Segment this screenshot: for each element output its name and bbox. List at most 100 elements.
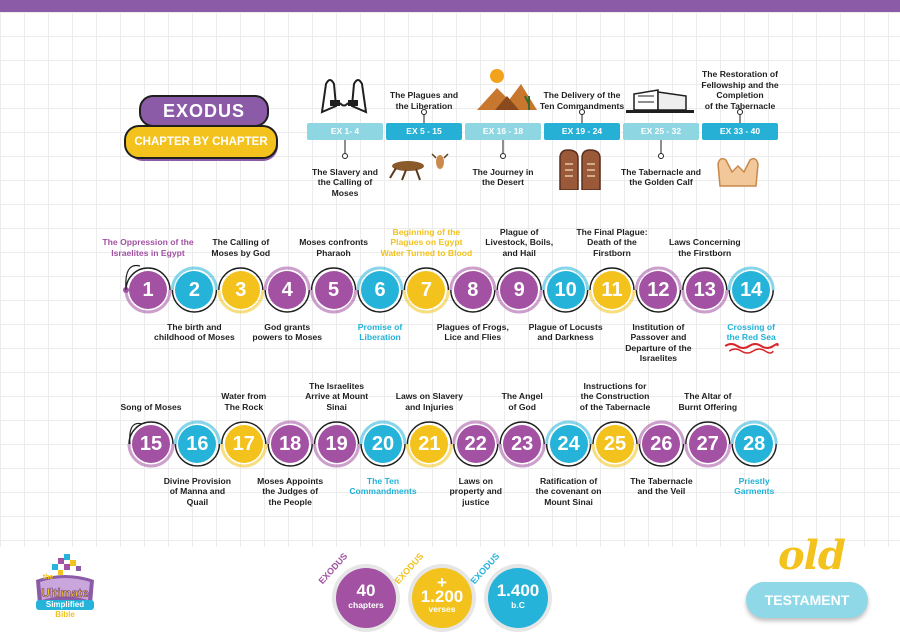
range-bottom-label-line: The Tabernacle and (620, 167, 702, 177)
range-top-label-line: The Delivery of the (543, 90, 621, 101)
chapter-label-line: Plague of Locusts (528, 322, 603, 332)
chapter-label-line: of the Tabernacle (579, 401, 651, 412)
chapter-label-line: the Judges of (262, 486, 319, 497)
range-bottom-label-line: Moses (331, 187, 359, 198)
chapter-number: 13 (685, 271, 724, 309)
locust-icon (386, 150, 452, 184)
chapter-label-line: Water Turned to Blood (380, 247, 473, 258)
chapter-label-line: Arrive at Mount (305, 391, 369, 402)
chapter-label-line: the Construction (580, 391, 650, 402)
chapter-label: The Final Plague: Death of the Firstborn (576, 227, 647, 258)
chapter-label-line: Beginning of the (392, 226, 461, 237)
chapter-label-line: Firstborn (593, 247, 631, 258)
chapter-label-line: childhood of Moses (154, 332, 235, 343)
chapter-number: 15 (132, 425, 170, 463)
stat-unit: verses (428, 604, 456, 614)
chapter-label-line: Plagues on Egypt (390, 237, 463, 248)
chapter-number: 7 (407, 271, 446, 309)
range-top-label-line: the Liberation (395, 100, 453, 111)
range-pill: EX 33 - 40 (702, 123, 778, 140)
tabernacle-icon (624, 80, 696, 114)
range-bottom-label-line: The Journey in (472, 167, 534, 177)
chapter-label-line: The Ten (366, 476, 400, 486)
chapter-label-line: The Tabernacle (630, 476, 693, 486)
testament-badge: TESTAMENT (746, 582, 868, 618)
chapter-label-line: Liberation (359, 332, 401, 343)
shackled-hands-icon (312, 72, 376, 116)
chapter-label-line: the People (268, 496, 312, 507)
chapter-number: 22 (456, 425, 495, 463)
chapter-label-line: of Manna and (169, 486, 226, 497)
chapter-label: Moses confronts Pharaoh (299, 237, 368, 258)
range-bottom-label-line: the Calling of (317, 177, 373, 188)
chapter-number: 23 (503, 425, 542, 463)
chapter-label-line: Israelites (639, 353, 678, 364)
chapter-label-line: and Injuries (405, 401, 454, 412)
range-bottom-label-line: the Golden Calf (629, 177, 693, 188)
chapter-label: Institution of Passover and Departure of t… (625, 322, 691, 364)
chapter-label-line: The Angel (501, 391, 543, 402)
chapter-label-line: Promise of (357, 322, 403, 332)
chapter-label-line: the covenant on (535, 486, 602, 497)
chapter-number: 16 (178, 425, 217, 463)
chapter-label: The Ten Commandments (349, 476, 416, 497)
chapter-number: 20 (364, 425, 402, 463)
stat-unit: chapters (348, 600, 384, 610)
stat-unit: b.C (511, 600, 525, 610)
chapter-number: 12 (639, 271, 678, 309)
chapter-label: Priestly Garments (734, 476, 774, 497)
chapter-label-line: Laws Concerning (668, 237, 741, 248)
chapter-label-line: Mount Sinai (544, 496, 593, 507)
range-bottom-label-line: The Slavery and (312, 167, 378, 177)
chapter-label-line: Song of Moses (120, 401, 182, 412)
chapter-label: The Angel of God (502, 391, 543, 412)
chapter-label: God grants powers to Moses (252, 322, 322, 343)
logo-line1: the (42, 574, 54, 581)
chapter-label-line: Quail (186, 496, 209, 507)
chapter-label-line: Sinai (326, 401, 347, 412)
chapter-label: Laws Concerning the Firstborn (669, 237, 741, 258)
chapter-label-line: of God (508, 401, 537, 412)
chapter-label-line: Garments (734, 486, 775, 497)
chapter-label-line: the Red Sea (726, 332, 776, 343)
chapter-number: 3 (221, 271, 260, 309)
chapter-label-line: justice (462, 496, 490, 507)
chapter-label-line: Pharaoh (316, 247, 351, 258)
chapter-label-line: Commandments (349, 486, 417, 497)
range-top-label: The Delivery of the Ten Commandments (540, 90, 624, 111)
chapter-label: Beginning of the Plagues on Egypt Water Tu… (381, 227, 473, 258)
desert-icon (475, 66, 537, 112)
subtitle-banner: CHAPTER BY CHAPTER (124, 125, 278, 159)
chapter-label-line: and the Veil (637, 486, 686, 497)
range-bottom-label: The Tabernacle and the Golden Calf (621, 167, 701, 188)
range-top-label-line: Fellowship and the (701, 79, 779, 90)
chapter-label-line: the Firstborn (678, 247, 732, 258)
chapter-label-line: Passover and (630, 332, 687, 343)
chapter-label-line: Burnt Offering (678, 401, 738, 412)
chapter-label-line: and Hail (502, 247, 536, 258)
chapter-label-line: Israelites in Egypt (111, 247, 185, 258)
range-bottom-label-line: the Desert (481, 177, 525, 188)
book-title: EXODUS (139, 95, 269, 127)
range-pill: EX 5 - 15 (386, 123, 462, 140)
chapter-label: Plague of Locusts and Darkness (529, 322, 603, 343)
chapter-label: The birth and childhood of Moses (154, 322, 235, 343)
ultimate-simplified-bible-logo: the Ultimate Simplified Bible (30, 552, 100, 622)
chapter-number: 10 (546, 271, 585, 309)
range-top-label-line: The Restoration of (702, 69, 778, 80)
chapter-label: Laws on Slavery and Injuries (396, 391, 463, 412)
stat-value: 1.400 (496, 581, 540, 600)
chapter-label-line: Moses confronts (299, 237, 368, 248)
range-top-label-line: Ten Commandments (539, 100, 625, 111)
chapter-number: 27 (688, 425, 727, 463)
chapter-number: 19 (317, 425, 356, 463)
range-bottom-label: The Slavery and the Calling of Moses (312, 167, 378, 198)
chapter-label: Song of Moses (120, 402, 181, 412)
range-top-label-line: Completion (716, 90, 764, 101)
chapter-label-line: The Altar of (684, 391, 732, 402)
stat-circle: + 1.200 verses (412, 568, 472, 628)
chapter-number: 1 (129, 271, 167, 309)
chapter-label-line: The Final Plague: (576, 226, 648, 237)
old-word: old (778, 532, 846, 579)
chapter-label: Laws on property and justice (450, 476, 503, 507)
